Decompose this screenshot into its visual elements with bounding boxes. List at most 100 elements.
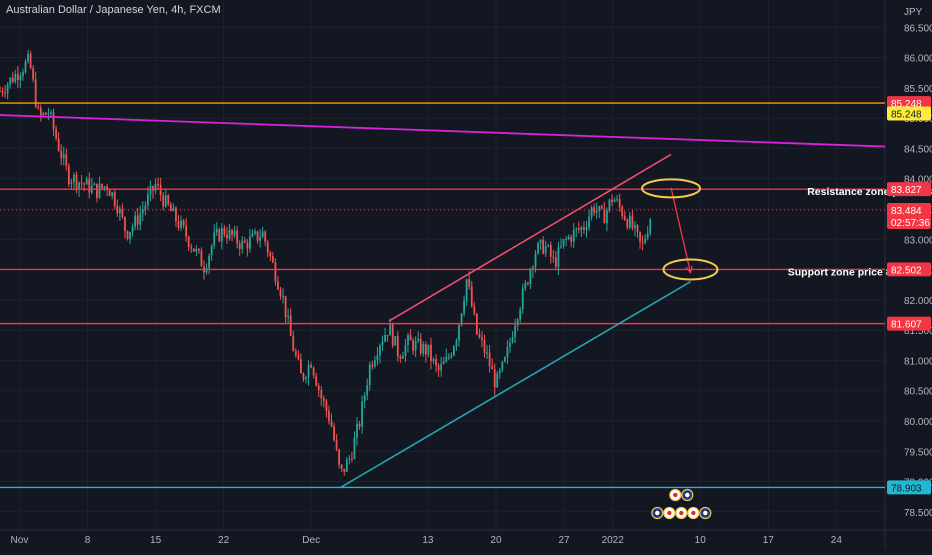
forecast-arrow-head [685, 265, 693, 275]
time-tick-label: 27 [559, 535, 571, 546]
candle-body [565, 239, 567, 241]
candle-body [243, 240, 246, 243]
candle-body [52, 112, 55, 129]
candle-body [447, 356, 450, 358]
candle-body [460, 313, 463, 326]
candle-body [4, 92, 6, 94]
candle-body [534, 253, 537, 268]
candle-body [259, 237, 261, 241]
candle-body [106, 186, 108, 190]
candle-body [419, 338, 422, 354]
candle-body [177, 221, 180, 228]
candle-body [73, 174, 75, 183]
candle-body [6, 84, 9, 93]
candle-body [583, 227, 585, 230]
currency-label: JPY [904, 7, 923, 18]
candle-body [126, 230, 129, 239]
candle-body [317, 385, 320, 391]
candle-body [169, 204, 172, 212]
candle-body [289, 315, 292, 336]
price-label-box [887, 215, 931, 230]
candle-body [113, 192, 116, 206]
candle-body [636, 224, 639, 232]
candle-body [238, 243, 241, 250]
candle-body [19, 76, 22, 80]
zone-ellipse [662, 258, 719, 281]
candle-body [29, 53, 32, 69]
candle-body [251, 233, 254, 237]
time-tick-label: 22 [218, 535, 230, 546]
candle-body [399, 356, 402, 359]
time-tick-label: 2022 [602, 535, 625, 546]
candle-body [368, 364, 371, 386]
candle-body [310, 364, 312, 368]
candle-body [220, 228, 223, 242]
candle-body [282, 295, 284, 297]
candle-body [572, 229, 575, 242]
magenta-trendline [0, 114, 886, 148]
candle-body [626, 219, 629, 228]
candle-body [256, 231, 259, 241]
candle-body [297, 355, 300, 360]
price-label-box [887, 480, 931, 495]
candle-body [180, 220, 182, 228]
price-label-text: 83.484 [891, 206, 922, 217]
candle-body [261, 231, 264, 238]
candle-body [386, 335, 389, 337]
candle-body [623, 216, 626, 220]
candle-body [575, 228, 578, 230]
candle-body [463, 300, 465, 314]
candle-body [483, 340, 486, 353]
candle-body [39, 107, 42, 116]
candle-body [435, 359, 437, 366]
candle-body [246, 242, 249, 249]
price-label-box [887, 202, 931, 217]
candle-body [389, 324, 392, 336]
candle-body [590, 207, 593, 217]
candle-body [147, 194, 149, 206]
au-flag-icon-center [655, 510, 660, 516]
candle-body [62, 154, 65, 159]
candle-body [335, 440, 338, 450]
time-tick-label: 24 [831, 535, 843, 546]
candle-body [312, 367, 315, 376]
candle-body [427, 344, 430, 355]
price-tick-label: 81.500 [904, 326, 932, 337]
candle-body [521, 288, 524, 310]
candle-body [570, 236, 573, 242]
candle-body [264, 231, 267, 242]
price-label-box [887, 316, 931, 331]
channel-top-trendline [388, 153, 672, 322]
candle-body [47, 113, 50, 115]
price-label-text: 85.248 [891, 99, 922, 110]
candle-body [481, 337, 483, 341]
candle-body [121, 208, 124, 217]
candle-body [266, 241, 269, 253]
candle-body [124, 216, 126, 231]
price-label-box [887, 262, 931, 277]
candle-body [340, 464, 343, 469]
time-tick-label: 13 [422, 535, 434, 546]
candles [0, 49, 652, 476]
candle-body [442, 361, 445, 364]
circle-flag-icon-center [679, 510, 684, 516]
candle-body [116, 205, 119, 214]
candle-body [134, 215, 137, 227]
candle-body [394, 336, 397, 346]
candle-body [440, 363, 443, 371]
candle-body [108, 189, 111, 196]
price-tick-label: 86.500 [904, 23, 932, 34]
candle-body [613, 199, 616, 202]
candle-body [167, 195, 170, 205]
price-tick-label: 84.500 [904, 144, 932, 155]
candle-body [450, 355, 453, 357]
candle-body [529, 269, 532, 285]
candle-body [537, 243, 539, 254]
candle-body [598, 206, 601, 211]
candle-body [80, 182, 83, 184]
candle-body [284, 295, 287, 318]
candle-body [98, 183, 101, 198]
candle-body [611, 199, 613, 202]
candle-body [85, 178, 88, 185]
